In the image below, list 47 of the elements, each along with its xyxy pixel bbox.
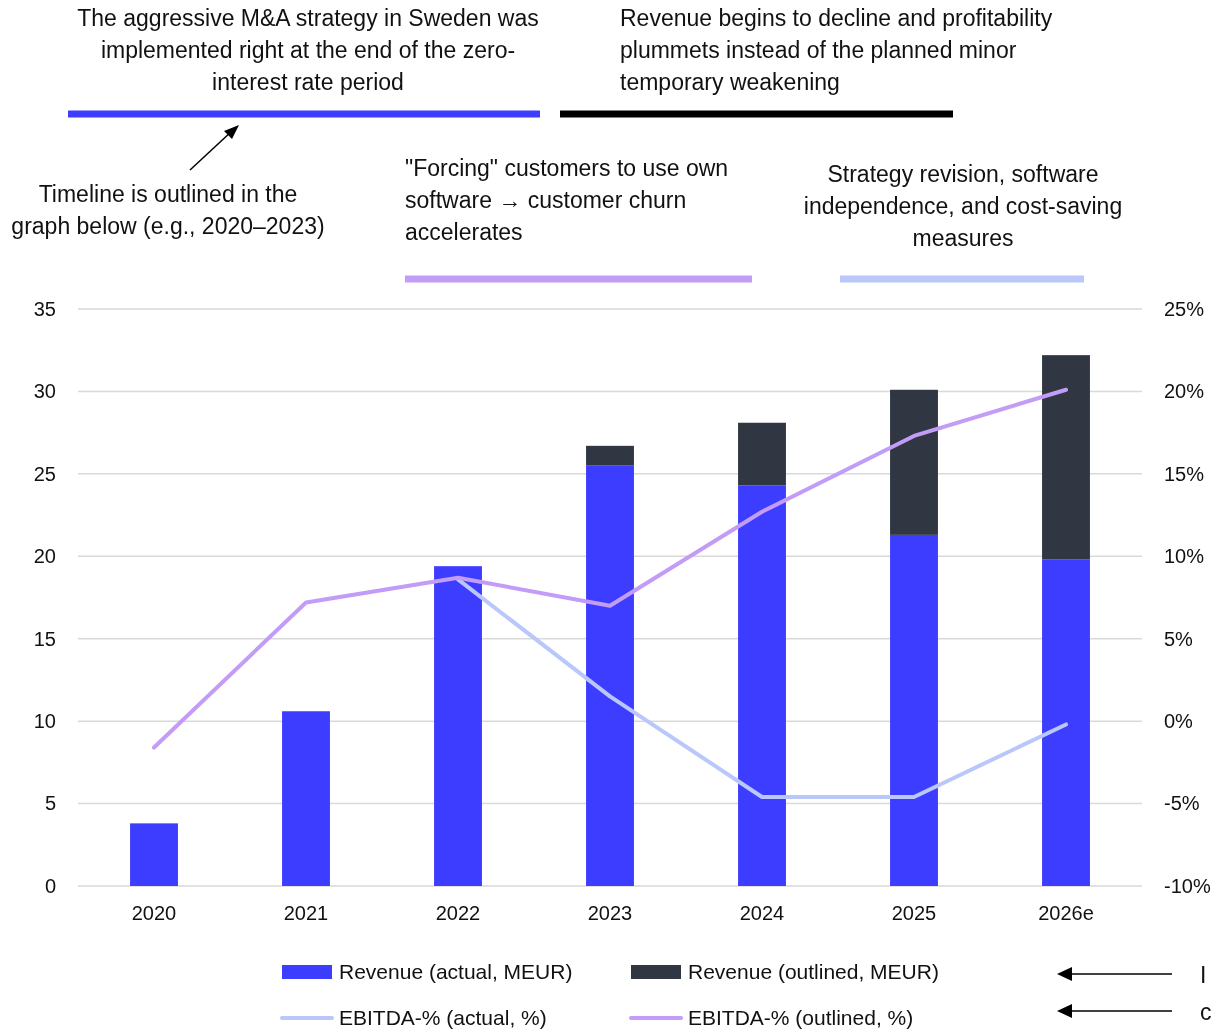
line-series [152, 387, 1068, 750]
text: "Forcing" customers to use own software → customer churn accelerates [405, 154, 730, 247]
legend-label: Revenue (actual, MEUR) [339, 960, 573, 983]
line-series [456, 577, 1068, 799]
y2-tick-label: 15% [1164, 462, 1205, 485]
y2-tick-label: -5% [1164, 792, 1200, 815]
bar [586, 445, 634, 466]
x-tick-label: 2020 [131, 902, 177, 925]
y2-tick-label: 25% [1164, 297, 1205, 320]
y2-tick-label: 5% [1164, 627, 1194, 650]
bar [282, 711, 330, 886]
x-tick-label: 2023 [587, 902, 633, 925]
y-tick-label: 35 [33, 297, 56, 320]
legend-label: EBITDA-% (outlined, %) [688, 1006, 914, 1029]
bar [890, 389, 938, 535]
text: Revenue begins to decline and profitability plummets instead of the planned minor temporary weakening [620, 4, 1054, 97]
legend-label: EBITDA-% (actual, %) [339, 1006, 547, 1029]
bar [130, 823, 178, 886]
legend-label: Revenue (outlined, MEUR) [688, 960, 939, 983]
y2-tick-label: 20% [1164, 380, 1205, 403]
text: I [1200, 961, 1208, 990]
y-tick-label: 25 [33, 462, 56, 485]
y2-tick-label: 0% [1164, 710, 1194, 733]
bar [890, 534, 938, 886]
y-tick-label: 20 [33, 545, 56, 568]
y-tick-label: 5 [44, 792, 56, 815]
text: The aggressive M&A strategy in Sweden was implemented right at the end of the zero-interest rate period [76, 4, 540, 97]
text: Timeline is outlined in the graph below (e.g., 2020–2023) [10, 180, 326, 241]
bar [434, 566, 482, 886]
bar [1042, 559, 1090, 886]
x-tick-label: 2025 [891, 902, 937, 925]
bar [738, 422, 786, 486]
y-tick-label: 10 [33, 710, 56, 733]
y-tick-label: 0 [44, 874, 56, 897]
x-tick-label: 2022 [435, 902, 481, 925]
text: Strategy revision, software independence, and cost-saving measures [802, 160, 1124, 253]
bar [586, 465, 634, 886]
y2-tick-label: 10% [1164, 545, 1205, 568]
x-tick-label: 2021 [283, 902, 329, 925]
x-tick-label: 2026e [1038, 902, 1094, 925]
x-tick-label: 2024 [739, 902, 785, 925]
text: c [1200, 998, 1213, 1027]
y-tick-label: 15 [33, 627, 56, 650]
y-tick-label: 30 [33, 380, 56, 403]
bar [738, 485, 786, 886]
bar [1042, 355, 1090, 560]
y2-tick-label: -10% [1164, 874, 1211, 897]
